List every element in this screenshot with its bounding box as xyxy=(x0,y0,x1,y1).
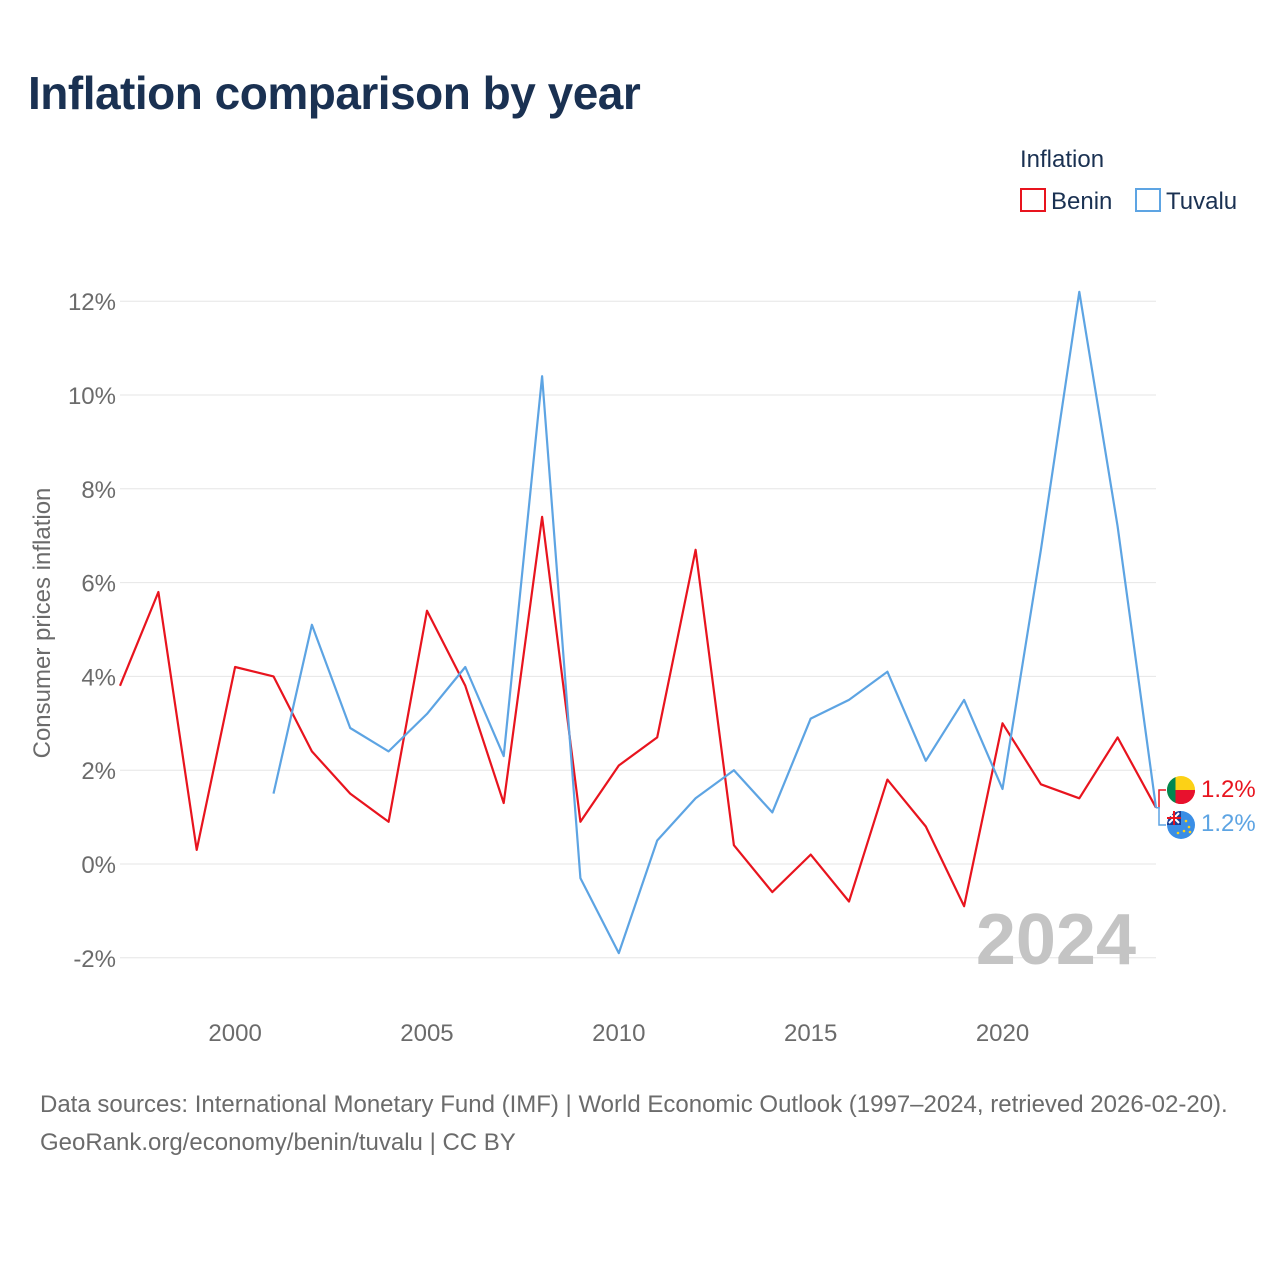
series-line-benin[interactable] xyxy=(118,515,1157,908)
x-tick-label: 2020 xyxy=(976,1020,1029,1047)
tuvalu-flag-icon xyxy=(1167,811,1195,839)
x-tick-label: 2005 xyxy=(400,1020,453,1047)
chart-title: Inflation comparison by year xyxy=(28,67,641,119)
x-tick-label: 2015 xyxy=(784,1020,837,1047)
legend-swatch-tuvalu xyxy=(1135,188,1161,212)
y-tick-label: 10% xyxy=(68,383,116,410)
y-tick-label: 6% xyxy=(81,571,116,598)
legend-swatch-benin xyxy=(1020,188,1046,212)
legend-item-tuvalu[interactable]: Tuvalu xyxy=(1135,188,1237,215)
legend-item-benin[interactable]: Benin xyxy=(1020,188,1112,215)
series-line-tuvalu[interactable] xyxy=(272,290,1158,955)
year-watermark: 2024 xyxy=(976,900,1136,980)
line-chart: Inflation Benin Tuvalu Consumer prices i… xyxy=(29,146,1256,1047)
legend-title: Inflation xyxy=(1020,146,1104,173)
y-axis: -2% 0% 2% 4% 6% 8% 10% 12% xyxy=(68,289,116,973)
grid-lines xyxy=(120,300,1156,959)
tuvalu-end-connector xyxy=(1156,806,1166,826)
data-sources: Data sources: International Monetary Fun… xyxy=(40,1091,1228,1118)
tuvalu-end-value: 1.2% xyxy=(1201,810,1256,837)
x-axis: 2000 2005 2010 2015 2020 xyxy=(208,1020,1029,1047)
footer: Data sources: International Monetary Fun… xyxy=(40,1086,1250,1162)
y-axis-title: Consumer prices inflation xyxy=(29,488,56,759)
y-tick-label: -2% xyxy=(73,946,116,973)
legend-label-benin: Benin xyxy=(1051,188,1112,215)
y-tick-label: 2% xyxy=(81,758,116,785)
end-markers: 1.2% 1.2% xyxy=(1156,776,1256,839)
credit-link[interactable]: GeoRank.org/economy/benin/tuvalu | CC BY xyxy=(40,1129,516,1156)
y-tick-label: 12% xyxy=(68,289,116,316)
legend: Inflation Benin Tuvalu xyxy=(1020,146,1237,215)
benin-end-connector xyxy=(1156,789,1166,809)
series-lines xyxy=(118,290,1158,955)
benin-flag-icon xyxy=(1167,776,1195,805)
y-tick-label: 8% xyxy=(81,477,116,504)
y-tick-label: 0% xyxy=(81,852,116,879)
legend-label-tuvalu: Tuvalu xyxy=(1166,188,1237,215)
benin-end-value: 1.2% xyxy=(1201,776,1256,803)
y-tick-label: 4% xyxy=(81,664,116,691)
x-tick-label: 2000 xyxy=(208,1020,261,1047)
x-tick-label: 2010 xyxy=(592,1020,645,1047)
